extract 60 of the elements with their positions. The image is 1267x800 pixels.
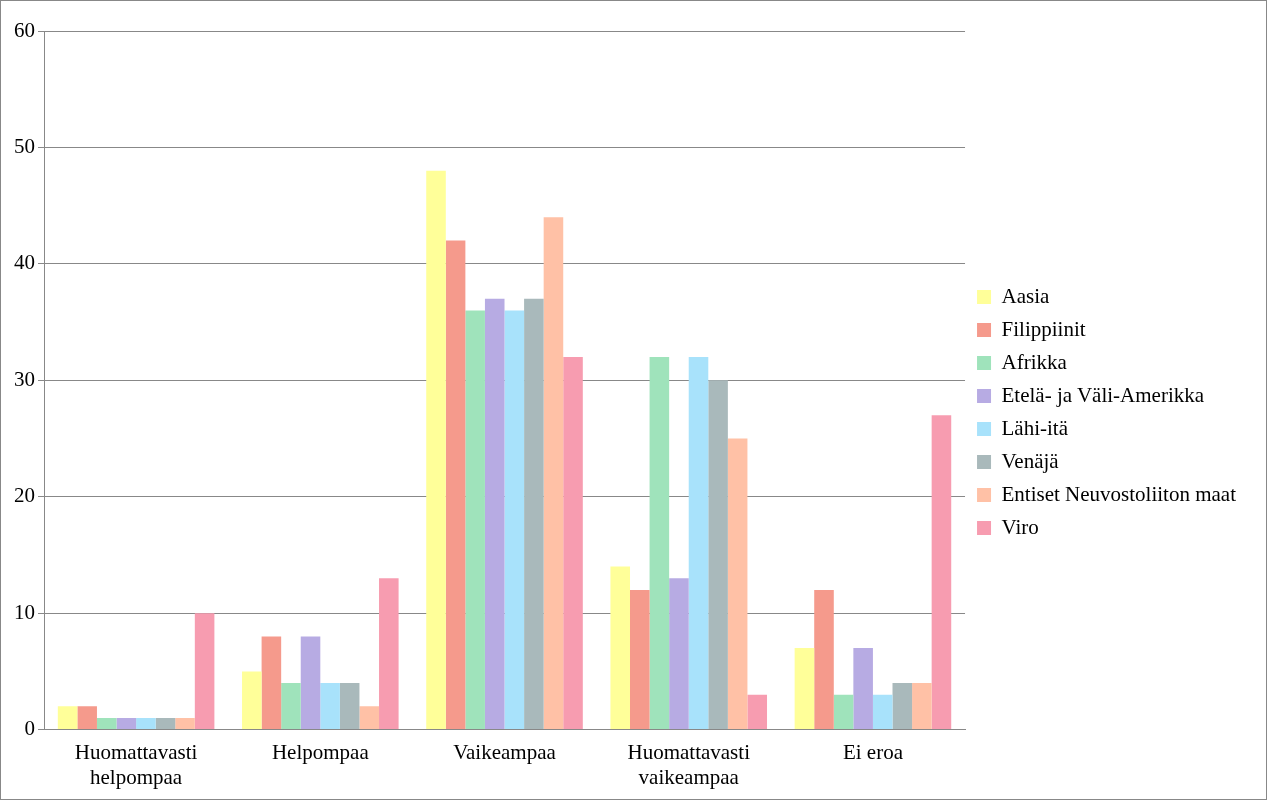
y-tick-label: 60 bbox=[14, 17, 35, 42]
bar bbox=[194, 613, 215, 730]
legend-label: Aasia bbox=[1001, 283, 1051, 308]
bar bbox=[563, 357, 583, 730]
bar bbox=[261, 636, 282, 730]
bar bbox=[155, 717, 176, 730]
bar bbox=[610, 566, 631, 730]
bar bbox=[281, 683, 301, 730]
bar bbox=[320, 683, 340, 730]
y-tick-label: 20 bbox=[14, 483, 35, 508]
bar bbox=[931, 415, 952, 730]
bar bbox=[379, 578, 399, 730]
legend-label: Etelä- ja Väli-Amerikka bbox=[1001, 382, 1205, 407]
bar bbox=[426, 170, 446, 730]
bar bbox=[872, 694, 893, 730]
x-tick-label: Huomattavasti vaikeampaa bbox=[627, 739, 751, 789]
bar bbox=[833, 694, 854, 730]
y-tick-label: 40 bbox=[14, 250, 35, 275]
x-tick-label: Ei eroa bbox=[842, 739, 904, 764]
bar bbox=[892, 683, 913, 730]
bar bbox=[175, 717, 195, 730]
y-tick-label: 0 bbox=[24, 716, 35, 741]
bar bbox=[504, 310, 525, 730]
x-tick-label: Vaikeampaa bbox=[453, 739, 557, 764]
bar bbox=[116, 717, 137, 730]
bar bbox=[57, 706, 78, 730]
bar bbox=[242, 671, 262, 730]
bar bbox=[524, 298, 544, 730]
bar bbox=[96, 717, 117, 730]
bar bbox=[853, 648, 873, 730]
legend-label: Venäjä bbox=[1001, 448, 1060, 473]
bar bbox=[77, 706, 97, 730]
y-tick-label: 10 bbox=[14, 599, 35, 624]
bar bbox=[912, 683, 932, 730]
legend-label: Filippiinit bbox=[1001, 316, 1086, 341]
bar bbox=[445, 240, 466, 730]
bar bbox=[359, 706, 380, 730]
legend-label: Lähi-itä bbox=[1001, 415, 1069, 440]
y-tick-label: 30 bbox=[14, 366, 35, 391]
bar bbox=[649, 357, 670, 730]
bar bbox=[630, 589, 650, 730]
x-tick-label: Huomattavasti helpompaa bbox=[74, 739, 198, 789]
bar bbox=[688, 357, 709, 730]
bar bbox=[669, 578, 689, 730]
bar bbox=[465, 310, 485, 730]
legend-label: Entiset Neuvostoliiton maat bbox=[1001, 481, 1237, 506]
bar bbox=[136, 717, 156, 730]
x-tick-label: Helpompaa bbox=[271, 739, 370, 764]
bar bbox=[794, 648, 815, 730]
bar bbox=[727, 438, 748, 730]
bar bbox=[300, 636, 321, 730]
y-tick-label: 50 bbox=[14, 133, 35, 158]
bar bbox=[747, 694, 768, 730]
bar bbox=[814, 589, 834, 730]
bar bbox=[339, 683, 360, 730]
bar bbox=[708, 380, 728, 730]
bar bbox=[484, 298, 505, 730]
legend-label: Viro bbox=[1001, 514, 1039, 539]
legend-label: Afrikka bbox=[1001, 349, 1068, 374]
bar bbox=[543, 217, 564, 730]
